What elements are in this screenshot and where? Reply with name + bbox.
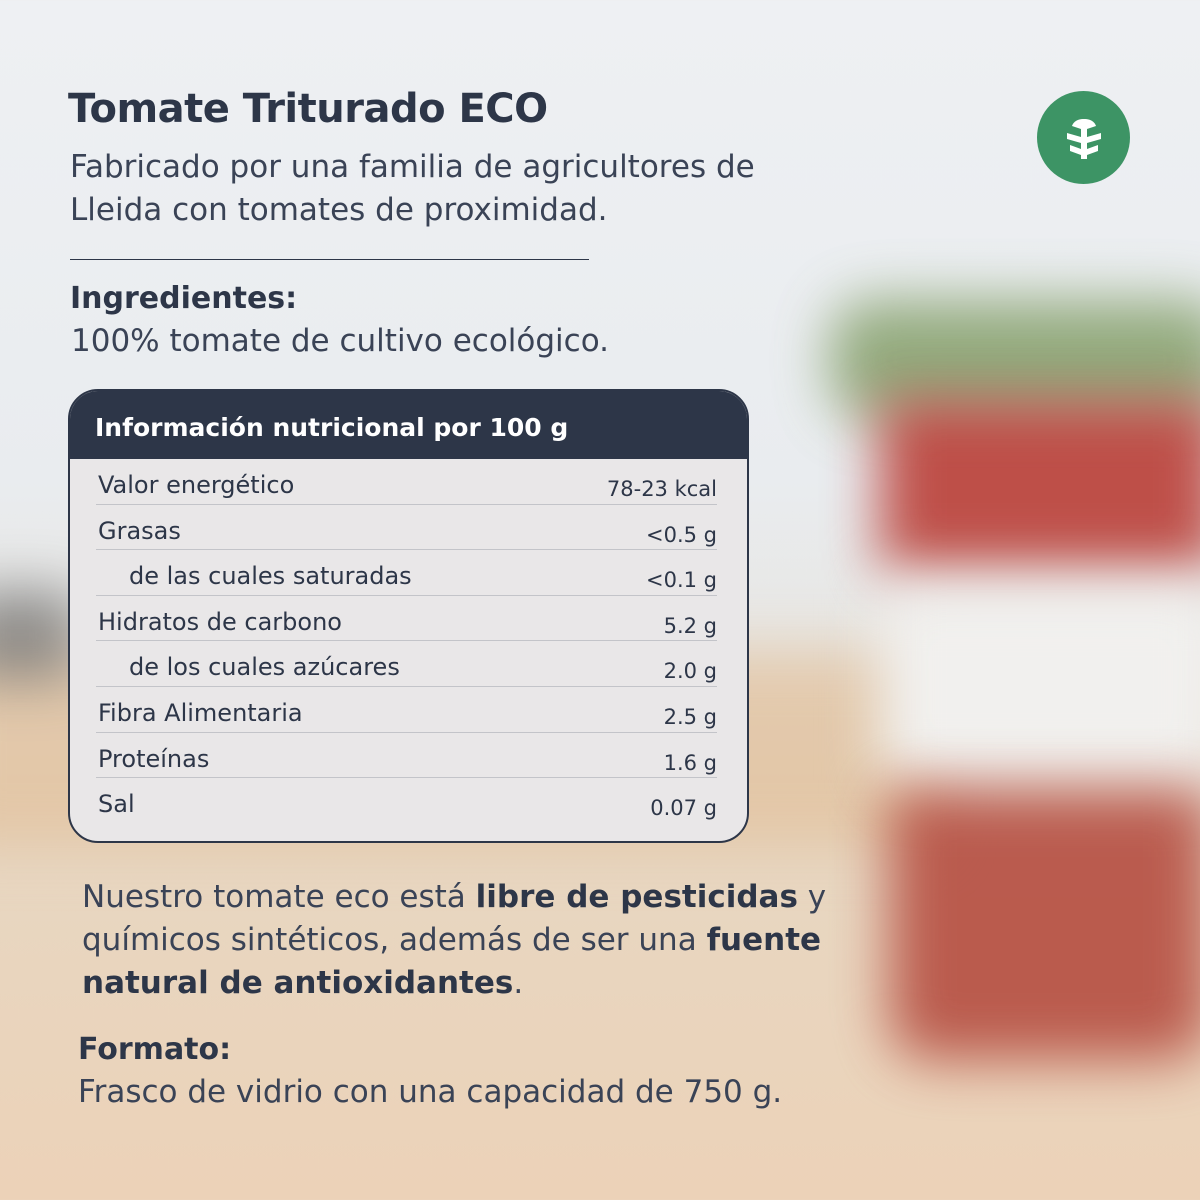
description-highlight: fuente natural de antioxidantes bbox=[82, 922, 822, 1001]
product-subtitle: Fabricado por una familia de agricultore… bbox=[70, 149, 755, 228]
nutrition-row: Grasas <0.5 g bbox=[96, 505, 717, 551]
nutrient-label: Valor energético bbox=[98, 471, 295, 499]
description: Nuestro tomate eco está libre de pestici… bbox=[82, 876, 842, 1005]
nutrient-label: de las cuales saturadas bbox=[129, 562, 412, 591]
nutrient-value: 0.07 g bbox=[650, 796, 717, 821]
nutrition-table-title: Información nutricional por 100 g bbox=[70, 391, 747, 459]
tree-icon bbox=[1066, 118, 1101, 159]
nutrition-row: Proteínas 1.6 g bbox=[96, 733, 717, 779]
nutrient-value: 2.0 g bbox=[663, 659, 717, 684]
background-dark-blur bbox=[0, 590, 80, 680]
format-heading: Formato: bbox=[78, 1032, 232, 1067]
ingredients-text: 100% tomate de cultivo ecológico. bbox=[71, 323, 609, 359]
jar-top-blur bbox=[880, 400, 1200, 570]
nutrient-value: <0.1 g bbox=[646, 568, 717, 593]
nutrient-label: Sal bbox=[98, 790, 135, 819]
nutrient-label: Proteínas bbox=[98, 744, 210, 773]
nutrition-row: Valor energético 78-23 kcal bbox=[96, 459, 717, 505]
description-text: y químicos sintéticos, además de ser una bbox=[82, 879, 827, 958]
nutrient-label: de los cuales azúcares bbox=[129, 653, 400, 682]
nutrition-row: Sal 0.07 g bbox=[96, 778, 717, 824]
nutrition-row: Fibra Alimentaria 2.5 g bbox=[96, 687, 717, 733]
nutrition-table: Información nutricional por 100 g Valor … bbox=[68, 389, 749, 843]
nutrient-value: <0.5 g bbox=[646, 522, 717, 547]
nutrition-row: Hidratos de carbono 5.2 g bbox=[96, 596, 717, 642]
description-text: . bbox=[513, 965, 524, 1001]
nutrition-row: de los cuales azúcares 2.0 g bbox=[96, 641, 717, 687]
eco-badge bbox=[1037, 91, 1130, 184]
ingredients-heading: Ingredientes: bbox=[70, 281, 298, 316]
description-text: Nuestro tomate eco está bbox=[82, 879, 476, 915]
nutrient-label: Grasas bbox=[98, 516, 181, 545]
product-title: Tomate Triturado ECO bbox=[68, 86, 548, 132]
nutrient-value: 78-23 kcal bbox=[606, 477, 717, 501]
nutrition-row: de las cuales saturadas <0.1 g bbox=[96, 550, 717, 596]
jar-label-blur bbox=[880, 590, 1200, 780]
nutrient-value: 5.2 g bbox=[663, 613, 717, 638]
jar-bottom-blur bbox=[890, 790, 1200, 1060]
description-highlight: libre de pesticidas bbox=[475, 879, 798, 915]
nutrient-value: 1.6 g bbox=[663, 750, 717, 775]
nutrient-label: Hidratos de carbono bbox=[98, 607, 342, 636]
nutrient-label: Fibra Alimentaria bbox=[98, 698, 303, 727]
format-text: Frasco de vidrio con una capacidad de 75… bbox=[78, 1074, 783, 1110]
nutrient-value: 2.5 g bbox=[663, 704, 717, 729]
divider bbox=[70, 259, 589, 260]
